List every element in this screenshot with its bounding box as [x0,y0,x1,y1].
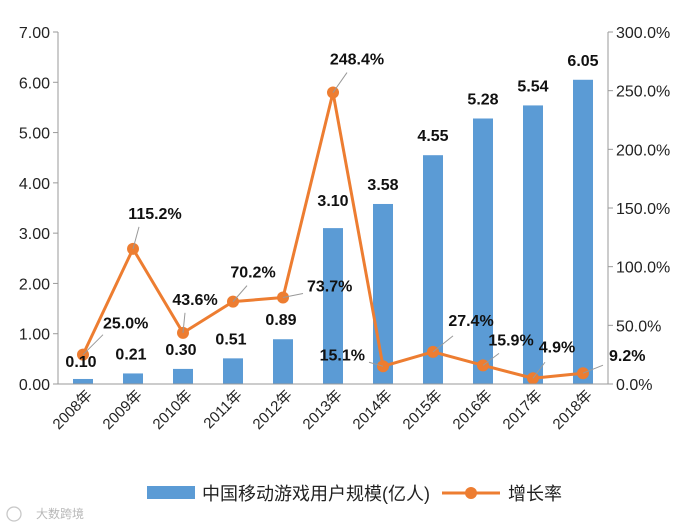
line-value-label: 4.9% [539,339,575,356]
bar-value-label: 0.30 [165,342,196,359]
bar [523,105,543,384]
leader-line [282,293,304,299]
line-value-label: 9.2% [609,348,645,365]
leader-line [432,335,454,353]
left-tick-label: 0.00 [19,377,50,394]
left-tick-label: 7.00 [19,25,50,42]
category-label: 2016年 [450,387,496,433]
bar-value-label: 5.54 [517,78,548,95]
bar [373,203,393,384]
left-tick-label: 4.00 [19,176,50,193]
bar [123,373,143,384]
data-labels: 0.10 0.21 0.30 0.51 0.89 3.10 3.58 4.55 5.28 5.54… [65,52,645,379]
bar-value-label: 3.10 [317,193,348,210]
leader-line [232,285,248,302]
bar [173,368,193,384]
legend: 中国移动游戏用户规模(亿人) 增长率 [147,484,562,504]
leader-line [482,352,500,366]
category-label: 2008年 [50,387,96,433]
bar [423,155,443,384]
bar-value-label: 4.55 [417,128,448,145]
left-tick-label: 5.00 [19,126,50,143]
left-tick-label: 2.00 [19,276,50,293]
leader-line [82,334,104,356]
line-value-label: 43.6% [172,292,217,309]
bar-value-label: 3.58 [367,177,398,194]
right-tick-label: 100.0% [616,260,670,277]
legend-line-label: 增长率 [508,484,562,504]
line-value-label: 25.0% [103,316,148,333]
leader-line [532,361,546,379]
line-value-label: 115.2% [128,206,181,223]
line-value-label: 15.1% [320,347,365,364]
bar-value-label: 0.51 [215,331,246,348]
watermark-text: 大数跨境 [36,506,84,521]
bar [573,79,593,385]
bar [273,339,293,384]
right-tick-label: 0.0% [616,377,652,394]
category-label: 2010年 [150,387,196,433]
bar [473,118,493,385]
category-label: 2012年 [250,387,296,433]
bar [223,358,243,384]
category-label: 2013年 [300,387,346,433]
bar-value-label: 0.89 [265,312,296,329]
leader-line [132,226,140,249]
line-value-label: 15.9% [488,332,533,349]
bar [73,378,93,384]
right-tick-label: 200.0% [616,142,670,159]
legend-line-marker [465,487,477,499]
category-label: 2014年 [350,387,396,433]
line-value-label: 27.4% [448,313,493,330]
bar-value-label: 6.05 [567,53,598,70]
watermark-logo-icon [6,506,22,522]
bar-series [73,79,593,385]
watermark: 大数跨境 [6,506,84,522]
left-tick-label: 1.00 [19,327,50,344]
right-tick-label: 50.0% [616,318,661,335]
category-label: 2011年 [200,387,245,432]
category-label: 2015年 [400,387,446,433]
line-value-label: 73.7% [307,279,352,296]
leader-line [368,361,384,367]
bar-value-label: 5.28 [467,91,498,108]
leader-line [182,312,186,333]
leader-line [582,364,604,374]
bar [323,228,343,384]
legend-bar-swatch [147,486,195,499]
left-tick-label: 3.00 [19,226,50,243]
category-label: 2009年 [100,387,146,433]
leader-line [332,72,348,93]
bar-value-label: 0.21 [115,346,146,363]
category-label: 2018年 [550,387,596,433]
legend-bar-label: 中国移动游戏用户规模(亿人) [202,484,430,504]
right-tick-label: 300.0% [616,25,670,42]
category-label: 2017年 [500,387,546,433]
line-value-label: 70.2% [230,265,275,282]
line-value-label: 248.4% [330,52,384,69]
right-tick-label: 150.0% [616,201,670,218]
bar-value-label: 0.10 [65,354,96,371]
right-tick-label: 250.0% [616,84,670,101]
axes: 0.00 1.00 2.00 3.00 4.00 5.00 6.00 7.00 0.0% 50.0… [19,25,670,433]
left-tick-label: 6.00 [19,75,50,92]
